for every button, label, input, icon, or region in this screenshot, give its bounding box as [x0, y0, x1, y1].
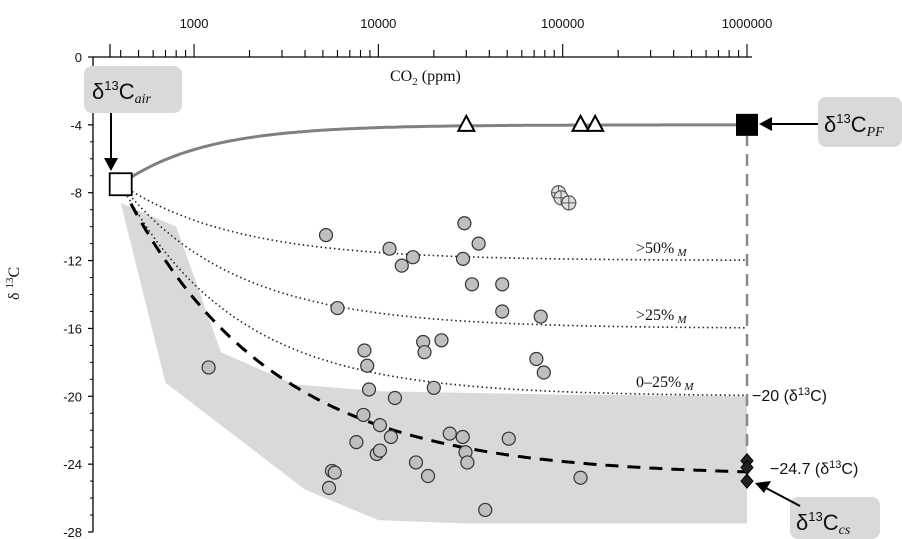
data-point-circle	[330, 300, 345, 316]
data-point-circle	[394, 258, 409, 273]
model-curve-dotted	[120, 183, 747, 329]
x-tick-label: 10000	[360, 16, 396, 31]
x-tick-label: 100000	[541, 16, 584, 31]
data-point-circle	[321, 480, 337, 495]
data-point-circle	[387, 390, 403, 406]
y-tick-label: 0	[75, 50, 82, 65]
data-point-circle	[464, 277, 480, 292]
data-point-circle	[471, 236, 486, 251]
y-tick-label: -16	[63, 321, 82, 336]
data-point-circle	[420, 468, 436, 484]
callout-air: δ13Cair	[84, 66, 182, 171]
value-label-minus-24-7: −24.7 (δ13C)	[770, 459, 858, 478]
data-point-circle	[372, 418, 388, 433]
data-point-circle	[455, 429, 470, 445]
data-point-circle	[349, 434, 364, 450]
data-point-circle	[417, 345, 432, 360]
callout-cs: δ13Ccs	[755, 481, 880, 539]
y-axis-label: δ 13C	[4, 267, 23, 300]
y-tick-label: -28	[63, 525, 82, 539]
data-point-circle	[434, 333, 449, 348]
model-curve-dotted	[120, 183, 747, 261]
data-point-circle	[478, 502, 493, 518]
curve-label-50: >50% M	[636, 240, 687, 259]
data-point-circle	[201, 360, 216, 375]
data-point-circle	[382, 241, 397, 256]
x-tick-label: 1000	[180, 16, 209, 31]
model-curve-solid-gray	[119, 123, 747, 186]
callout-pf-box	[818, 97, 902, 147]
data-markers	[108, 113, 758, 518]
y-tick-label: -8	[70, 186, 82, 201]
data-point-circle	[495, 277, 510, 292]
data-point-circle	[442, 426, 457, 441]
data-point-circle	[457, 216, 472, 231]
callout-cs-text: δ13Ccs	[796, 509, 851, 538]
data-point-diamond	[740, 473, 754, 489]
data-point-crossed-circle	[561, 195, 577, 211]
data-point-circle	[405, 250, 421, 265]
data-point-circle	[460, 455, 475, 470]
callout-pf-arrowhead-icon	[759, 117, 772, 131]
data-point-circle	[383, 429, 399, 445]
data-point-circle	[360, 358, 375, 373]
data-point-triangle	[456, 113, 476, 132]
callout-air-box	[84, 66, 182, 113]
callout-cs-arrow	[765, 487, 801, 507]
y-axis-ticks: 0 -4 -8 -12 -16 -20 -24 -28	[63, 50, 93, 539]
data-point-circle	[455, 251, 471, 266]
value-label-minus-20: −20 (δ13C)	[752, 386, 827, 405]
data-point-circle	[357, 343, 372, 358]
data-point-triangle	[585, 113, 605, 132]
callout-cs-box	[790, 497, 880, 539]
callout-pf-text: δ13CPF	[824, 111, 884, 140]
data-point-circle	[529, 351, 544, 367]
data-point-circle	[408, 455, 424, 470]
data-point-circle	[533, 309, 548, 324]
y-tick-label: -4	[70, 118, 82, 133]
callout-cs-arrowhead-icon	[755, 481, 771, 493]
data-point-circle	[573, 470, 588, 485]
y-tick-label: -24	[63, 457, 82, 472]
uncertainty-shaded-region	[120, 202, 747, 524]
data-point-circle	[372, 443, 388, 458]
data-point-circle	[501, 431, 516, 446]
model-curve-dashed	[119, 183, 747, 474]
curve-label-25: >25% M	[636, 307, 687, 326]
callout-air-arrowhead-icon	[104, 158, 118, 171]
data-point-circle	[495, 304, 510, 319]
data-point-triangle	[570, 113, 591, 132]
curve-label-0-25: 0–25% M	[636, 374, 694, 393]
data-point-circle	[318, 228, 334, 243]
callout-pf: δ13CPF	[759, 97, 902, 147]
data-point-circle	[426, 380, 441, 395]
model-curves	[119, 123, 748, 474]
y-tick-label: -20	[63, 389, 82, 404]
x-axis-ticks: 1000 10000 100000 1000000	[109, 16, 773, 57]
data-point-circle	[536, 365, 551, 380]
y-tick-label: -12	[63, 254, 82, 269]
data-point-circle	[327, 465, 342, 480]
x-tick-label: 1000000	[722, 16, 773, 31]
x-axis-label: CO2 (ppm)	[390, 68, 461, 88]
callout-air-text: δ13Cair	[92, 78, 151, 107]
data-point-square-open	[108, 172, 133, 197]
data-point-circle	[356, 407, 371, 423]
data-point-circle	[361, 382, 377, 397]
data-point-square-filled	[736, 113, 758, 136]
